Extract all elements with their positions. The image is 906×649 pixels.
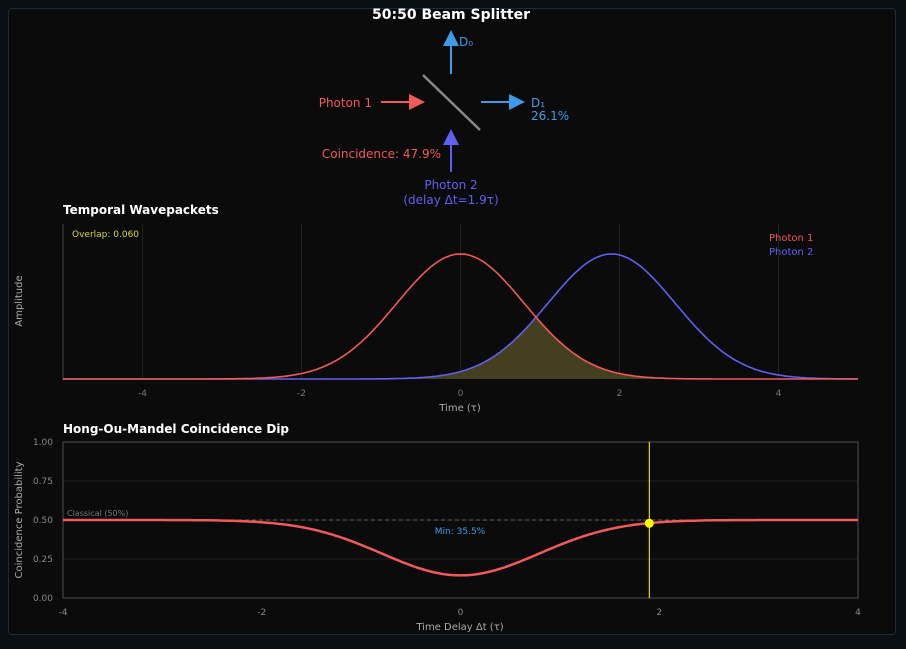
photon2-label: Photon 2: [424, 178, 477, 192]
wavepacket-chart: Temporal Wavepackets -4 -2 0 2 4 Overlap: 0.…: [14, 203, 858, 414]
hom-title: Hong-Ou-Mandel Coincidence Dip: [63, 422, 289, 436]
wavepacket-title: Temporal Wavepackets: [63, 203, 219, 217]
min-label: Min: 35.5%: [435, 527, 486, 537]
legend-photon2: Photon 2: [769, 247, 813, 258]
hom-x-tick: 4: [855, 608, 861, 618]
hom-x-tick: -2: [257, 608, 266, 618]
hom-dip-chart: Hong-Ou-Mandel Coincidence Dip 0.00 0.25 0…: [14, 422, 861, 633]
hom-y-tick: 0.75: [33, 477, 53, 487]
hom-y-tick: 0.25: [33, 555, 53, 565]
beam-splitter-diagram: 50:50 Beam Splitter D₀ Photon 1 D₁ 26.1%…: [319, 7, 569, 207]
hom-y-tick: 1.00: [33, 438, 53, 448]
d1-label: D₁: [531, 96, 545, 110]
wavepacket-x-tick: -4: [138, 389, 147, 399]
wavepacket-y-label: Amplitude: [14, 275, 25, 326]
hom-x-tick: 2: [656, 608, 662, 618]
photon1-wavepacket: [63, 253, 858, 380]
wavepacket-x-tick: -2: [297, 389, 306, 399]
classical-label: Classical (50%): [67, 509, 128, 518]
main-panel: [8, 8, 896, 635]
hom-x-tick: 0: [458, 608, 464, 618]
hom-y-label: Coincidence Probability: [14, 461, 25, 578]
wavepacket-x-label: Time (τ): [438, 403, 481, 414]
wavepacket-x-tick: 2: [617, 389, 623, 399]
hom-y-tick: 0.50: [33, 516, 53, 526]
legend-photon1: Photon 1: [769, 233, 813, 244]
photon2-delay: (delay Δt=1.9τ): [403, 193, 498, 207]
wavepacket-x-tick: 0: [458, 389, 464, 399]
hom-dip-curve: [63, 518, 858, 577]
overlap-label: Overlap: 0.060: [72, 230, 139, 240]
current-delay-marker[interactable]: [644, 518, 654, 528]
beam-splitter-mirror: [422, 74, 481, 131]
hom-x-label: Time Delay Δt (τ): [415, 622, 503, 633]
photon1-label: Photon 1: [319, 96, 372, 110]
hom-x-tick: -4: [59, 608, 68, 618]
d1-value: 26.1%: [531, 109, 569, 123]
splitter-title: 50:50 Beam Splitter: [372, 7, 530, 23]
hom-y-tick: 0.00: [33, 594, 53, 604]
wavepacket-x-tick: 4: [776, 389, 782, 399]
coincidence-readout: Coincidence: 47.9%: [322, 147, 441, 161]
d0-label: D₀: [459, 35, 473, 49]
